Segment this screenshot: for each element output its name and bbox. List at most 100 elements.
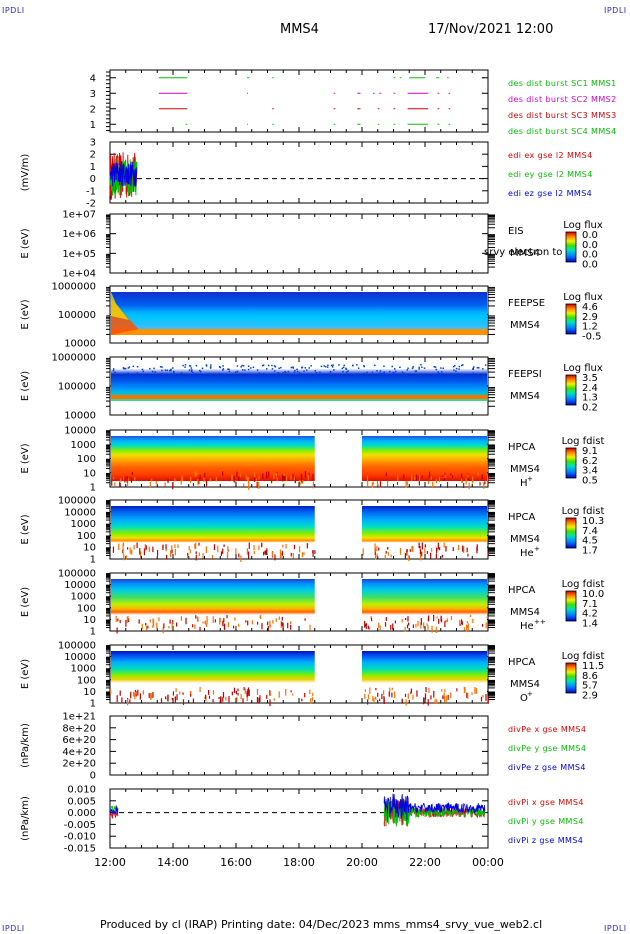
spectrogram-speckle — [145, 545, 147, 550]
colorbar-tick-label: 4.6 — [582, 302, 598, 313]
spectrogram-speckle — [276, 373, 279, 376]
spectrogram-speckle — [130, 691, 132, 699]
spectrogram-speckle — [419, 549, 421, 554]
colorbar-title: Log flux — [563, 292, 603, 303]
spectrogram-speckle — [133, 545, 135, 550]
y-tick-label: 1000 — [71, 440, 96, 451]
spectrogram-speckle — [386, 373, 388, 376]
y-tick-label: 1e+21 — [62, 712, 96, 723]
spectrogram-speckle — [397, 475, 399, 481]
spectrogram-speckle — [136, 691, 138, 695]
spectrogram-speckle — [258, 372, 261, 375]
spectrogram-speckle — [281, 621, 283, 626]
spectrogram-speckle — [445, 695, 447, 702]
spectrogram-speckle — [415, 370, 418, 372]
spectrogram-speckle — [158, 617, 160, 622]
spacecraft-label: MMS4 — [510, 248, 540, 259]
spectrogram-image — [362, 651, 487, 697]
spectrogram-speckle — [236, 365, 239, 367]
spectrogram-speckle — [267, 626, 269, 631]
spectrogram-speckle — [223, 624, 226, 630]
spectrogram-speckle — [208, 689, 210, 695]
colorbar-tick-label: 1.3 — [582, 393, 598, 404]
spectrogram-speckle — [149, 482, 151, 488]
spectrogram-speckle — [329, 373, 332, 375]
spectrogram-speckle — [198, 478, 200, 484]
spectrogram-speckle — [238, 476, 240, 481]
spectrogram-speckle — [267, 475, 269, 478]
spectrogram-speckle — [290, 621, 292, 625]
spectrogram-speckle — [136, 542, 138, 549]
spectrogram-speckle — [269, 693, 272, 696]
spectrogram-speckle — [401, 618, 403, 623]
spectrogram-speckle — [132, 365, 135, 368]
x-tick-label: 12:00 — [94, 856, 126, 869]
spectrogram-speckle — [195, 364, 198, 367]
spectrogram-speckle — [218, 697, 220, 700]
spectrogram-speckle — [169, 550, 172, 558]
y-tick-label: 100000 — [58, 569, 96, 580]
spectrogram-speckle — [406, 624, 409, 629]
spectrogram-speckle — [441, 371, 443, 373]
spectrogram-speckle — [387, 552, 389, 556]
spectrogram-speckle — [195, 615, 197, 619]
spectrogram-speckle — [399, 366, 401, 369]
spectrogram-speckle — [120, 478, 122, 482]
spectrogram-speckle — [315, 372, 318, 374]
spectrogram-speckle — [198, 552, 200, 557]
spectrogram-speckle — [385, 472, 387, 477]
spectrogram-speckle — [173, 372, 175, 374]
spectrogram-speckle — [428, 687, 430, 693]
spectrogram-speckle — [450, 692, 452, 699]
spectrogram-speckle — [427, 625, 429, 632]
spectrogram-speckle — [484, 481, 487, 484]
spectrogram-speckle — [269, 620, 271, 628]
spectrogram-speckle — [379, 372, 382, 374]
y-tick-label: 1 — [90, 120, 96, 131]
spectrogram-image — [362, 506, 487, 553]
colorbar-tick-label: 0.0 — [582, 250, 598, 261]
spectrogram-speckle — [124, 476, 126, 483]
spectrogram-speckle — [436, 699, 438, 704]
spectrogram-speckle — [407, 618, 409, 622]
spectrogram-speckle — [471, 692, 473, 695]
spectrogram-speckle — [241, 369, 244, 371]
corner-label-bottom-left: IPDLI — [2, 924, 25, 933]
spectrogram-speckle — [431, 625, 433, 633]
spectrogram-speckle — [184, 366, 186, 368]
spectrogram-speckle — [446, 481, 449, 488]
spectrogram-band — [111, 329, 487, 335]
spectrogram-speckle — [392, 623, 394, 630]
spectrogram-speckle — [293, 371, 296, 374]
spectrogram-speckle — [191, 369, 193, 371]
spectrogram-speckle — [394, 620, 397, 624]
spectrogram-speckle — [220, 696, 222, 703]
spectrogram-speckle — [445, 545, 447, 552]
legend-entry: divPi z gse MMS4 — [508, 836, 583, 845]
panel-feepse: 1000000 100000 10000 E (eV) FEEPSE MMS4 Log fl… — [20, 282, 603, 350]
y-tick-label: 0.000 — [67, 808, 96, 819]
spectrogram-speckle — [231, 691, 233, 696]
y-tick-label: 1e+05 — [62, 249, 96, 260]
spectrogram-speckle — [258, 697, 260, 704]
spectrogram-speckle — [476, 546, 478, 554]
spectrogram-speckle — [242, 365, 245, 367]
y-tick-label: 10 — [83, 468, 96, 479]
panel-feepsi: 1000000 100000 10000 E (eV) FEEPSI MMS4 Log fl… — [20, 353, 603, 422]
spectrogram-speckle — [370, 616, 372, 619]
spectrogram-speckle — [175, 688, 177, 692]
spectrogram-speckle — [304, 471, 307, 478]
spectrogram-speckle — [463, 546, 465, 553]
spectrogram-speckle — [211, 555, 214, 559]
mission-title: MMS4 — [280, 22, 319, 37]
spectrogram-speckle — [421, 366, 423, 368]
spectrogram-speckle — [127, 478, 129, 482]
spectrogram-speckle — [161, 369, 163, 372]
spectrogram-speckle — [435, 368, 437, 371]
spectrogram-speckle — [438, 372, 440, 375]
spectrogram-burst — [111, 292, 129, 320]
colorbar-tick-label: 3.5 — [582, 373, 598, 384]
spectrogram-speckle — [119, 619, 121, 624]
spectrogram-speckle — [283, 475, 285, 480]
